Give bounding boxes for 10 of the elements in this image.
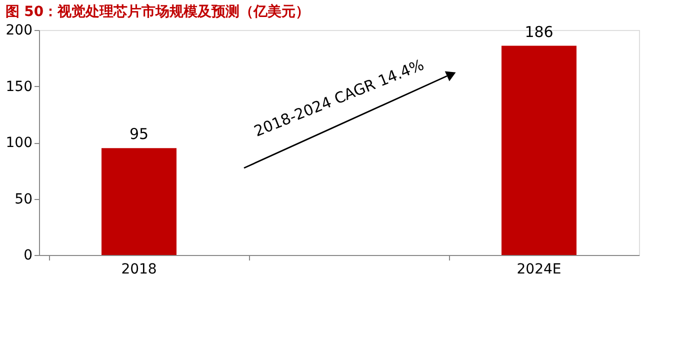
data-label: 95 xyxy=(129,125,149,144)
chart-title: 图 50：视觉处理芯片市场规模及预测（亿美元） xyxy=(5,3,310,20)
y-tick-label: 0 xyxy=(24,248,32,264)
y-tick-label: 50 xyxy=(14,191,32,208)
y-tick-label: 100 xyxy=(6,135,32,151)
x-tick-label: 2024E xyxy=(516,262,562,278)
x-tick-label: 2018 xyxy=(121,262,157,278)
y-tick-label: 150 xyxy=(6,78,32,95)
data-label: 186 xyxy=(524,22,554,41)
y-tick-label: 200 xyxy=(6,22,32,38)
